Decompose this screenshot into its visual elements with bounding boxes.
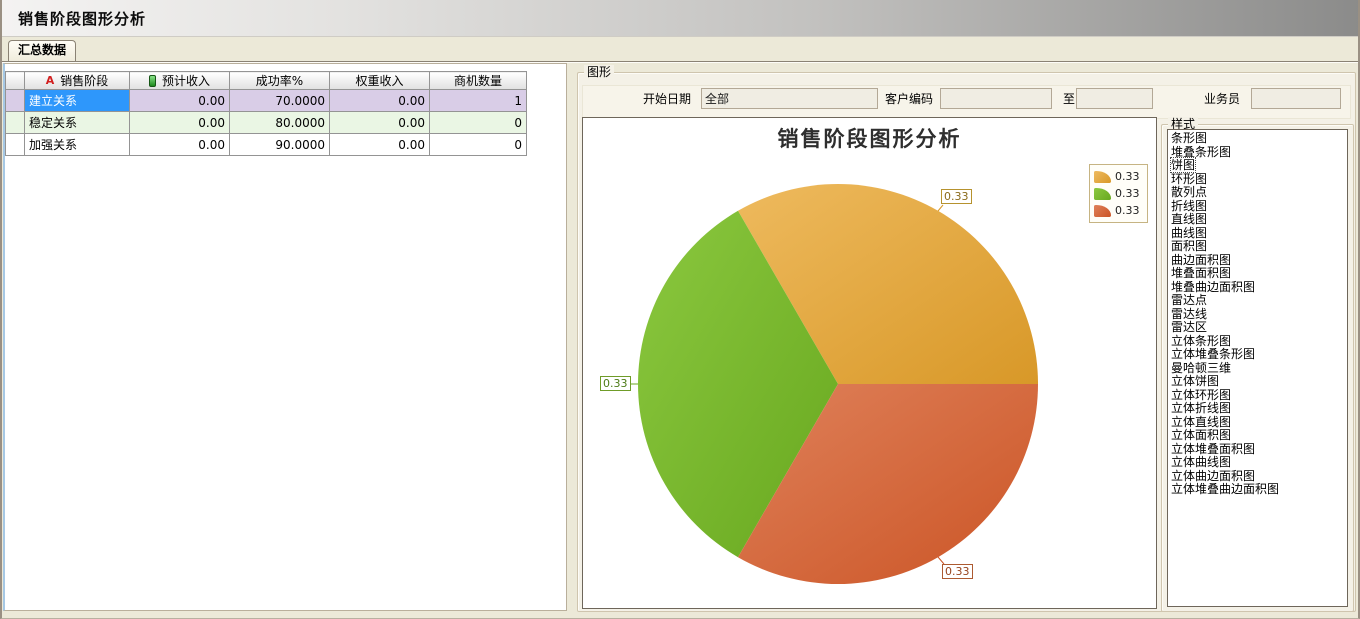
- legend-swatch-icon: [1094, 170, 1111, 183]
- table-row[interactable]: 加强关系 0.00 90.0000 0.00 0: [5, 133, 527, 156]
- list-item[interactable]: 立体曲边面积图: [1171, 468, 1256, 483]
- cell-stage[interactable]: 稳定关系: [24, 111, 130, 134]
- list-item[interactable]: 雷达区: [1171, 320, 1208, 334]
- list-item[interactable]: 折线图: [1171, 198, 1208, 213]
- list-item[interactable]: 立体堆叠面积图: [1171, 441, 1256, 456]
- list-item[interactable]: 堆叠面积图: [1171, 266, 1232, 280]
- customer-code-input[interactable]: [940, 88, 1052, 109]
- pie-slice[interactable]: [738, 384, 1038, 584]
- graph-group-label: 图形: [584, 65, 615, 79]
- legend-item: 0.33: [1094, 168, 1144, 185]
- cell-expected-income[interactable]: 0.00: [129, 133, 230, 156]
- list-item[interactable]: 散列点: [1171, 185, 1208, 199]
- list-item-selected[interactable]: 饼图: [1169, 157, 1197, 173]
- list-item[interactable]: 直线图: [1171, 212, 1208, 226]
- table-row[interactable]: 建立关系 0.00 70.0000 0.00 1: [5, 89, 527, 112]
- legend-item: 0.33: [1094, 202, 1144, 219]
- list-item[interactable]: 立体曲线图: [1171, 455, 1232, 469]
- list-item[interactable]: 环形图: [1171, 171, 1208, 186]
- column-header-opportunity-count[interactable]: 商机数量: [429, 71, 527, 90]
- pie-slice[interactable]: [638, 210, 838, 558]
- numeric-type-icon: [148, 74, 156, 87]
- tab-strip: 汇总数据: [0, 37, 1360, 61]
- legend-item: 0.33: [1094, 185, 1144, 202]
- page-title: 销售阶段图形分析: [18, 10, 147, 28]
- style-group-box: 样式 条形图 堆叠条形图 饼图 环形图 散列点 折线图 直线图 曲线图 面积图 …: [1161, 117, 1354, 612]
- list-item[interactable]: 立体堆叠曲边面积图: [1171, 482, 1280, 496]
- pie-slice-label: 0.33: [600, 376, 631, 391]
- cell-weighted-income[interactable]: 0.00: [329, 89, 430, 112]
- row-selector[interactable]: [5, 89, 25, 112]
- cell-success-rate[interactable]: 90.0000: [229, 133, 330, 156]
- text-type-icon: A: [45, 74, 55, 87]
- list-item[interactable]: 面积图: [1171, 239, 1208, 253]
- table-header-row: A 销售阶段 预计收入 成功率% 权重收入 商机数量: [5, 71, 527, 90]
- callout-line: [937, 556, 945, 565]
- table-row[interactable]: 稳定关系 0.00 80.0000 0.00 0: [5, 111, 527, 134]
- list-item[interactable]: 立体直线图: [1171, 414, 1232, 429]
- customer-code-to-input[interactable]: [1076, 88, 1153, 109]
- pie-slice[interactable]: [738, 184, 1038, 384]
- callout-line: [937, 204, 944, 212]
- salesman-input[interactable]: [1251, 88, 1341, 109]
- chart-legend: 0.33 0.33 0.33: [1089, 164, 1148, 223]
- graph-group-box: 图形 开始日期 客户编码 至 业务员 销售阶段图形分析 0.33 0.33 0.…: [577, 65, 1356, 612]
- tab-divider-highlight: [0, 62, 1360, 63]
- list-item[interactable]: 立体条形图: [1171, 333, 1232, 348]
- chart-style-list[interactable]: 条形图 堆叠条形图 饼图 环形图 散列点 折线图 直线图 曲线图 面积图 曲边面…: [1167, 129, 1348, 607]
- cell-opportunity-count[interactable]: 1: [429, 89, 527, 112]
- list-item[interactable]: 立体饼图: [1171, 374, 1220, 388]
- pie-chart: [628, 184, 1038, 584]
- start-date-input[interactable]: [701, 88, 878, 109]
- list-item[interactable]: 雷达点: [1171, 293, 1208, 307]
- salesman-label: 业务员: [1204, 92, 1241, 106]
- tab-divider: [0, 61, 1360, 62]
- to-label: 至: [1063, 92, 1076, 106]
- list-item[interactable]: 立体面积图: [1171, 428, 1232, 442]
- column-header-stage[interactable]: A 销售阶段: [24, 71, 130, 90]
- sales-stage-table: A 销售阶段 预计收入 成功率% 权重收入 商机数量 建立关系 0.00 70.…: [5, 71, 527, 156]
- column-header-expected-income[interactable]: 预计收入: [129, 71, 230, 90]
- row-selector[interactable]: [5, 133, 25, 156]
- cell-success-rate[interactable]: 80.0000: [229, 111, 330, 134]
- customer-code-label: 客户编码: [885, 92, 934, 106]
- list-item[interactable]: 立体环形图: [1171, 387, 1232, 402]
- chart-title: 销售阶段图形分析: [777, 126, 962, 151]
- pie-slice-label: 0.33: [941, 189, 972, 204]
- list-item[interactable]: 曼哈顿三维: [1171, 360, 1232, 375]
- cell-expected-income[interactable]: 0.00: [129, 111, 230, 134]
- list-item[interactable]: 雷达线: [1171, 306, 1208, 321]
- list-item[interactable]: 立体折线图: [1171, 401, 1232, 415]
- list-item[interactable]: 曲线图: [1171, 225, 1208, 240]
- legend-swatch-icon: [1094, 187, 1111, 200]
- cell-opportunity-count[interactable]: 0: [429, 111, 527, 134]
- cell-stage[interactable]: 建立关系: [24, 89, 130, 112]
- list-item[interactable]: 堆叠条形图: [1171, 144, 1232, 159]
- legend-swatch-icon: [1094, 204, 1111, 217]
- style-group-label: 样式: [1168, 117, 1199, 131]
- cell-expected-income[interactable]: 0.00: [129, 89, 230, 112]
- chart-panel: 销售阶段图形分析 0.33 0.33 0.33 0.33 0.33 0.33: [582, 117, 1157, 609]
- row-selector[interactable]: [5, 111, 25, 134]
- cell-weighted-income[interactable]: 0.00: [329, 133, 430, 156]
- column-header-success-rate[interactable]: 成功率%: [229, 71, 330, 90]
- list-item[interactable]: 堆叠曲边面积图: [1171, 279, 1256, 294]
- cell-weighted-income[interactable]: 0.00: [329, 111, 430, 134]
- list-item[interactable]: 立体堆叠条形图: [1171, 347, 1256, 361]
- cell-opportunity-count[interactable]: 0: [429, 133, 527, 156]
- window-title-bar: 销售阶段图形分析: [0, 0, 1360, 37]
- column-header-weighted-income[interactable]: 权重收入: [329, 71, 430, 90]
- list-item[interactable]: 曲边面积图: [1171, 252, 1232, 267]
- cell-success-rate[interactable]: 70.0000: [229, 89, 330, 112]
- list-item[interactable]: 条形图: [1171, 131, 1208, 145]
- start-date-label: 开始日期: [643, 92, 692, 106]
- tab-summary-data[interactable]: 汇总数据: [8, 40, 76, 61]
- pie-slice-label: 0.33: [942, 564, 973, 579]
- row-selector-header: [5, 71, 25, 90]
- summary-table-panel: A 销售阶段 预计收入 成功率% 权重收入 商机数量 建立关系 0.00 70.…: [3, 63, 567, 611]
- cell-stage[interactable]: 加强关系: [24, 133, 130, 156]
